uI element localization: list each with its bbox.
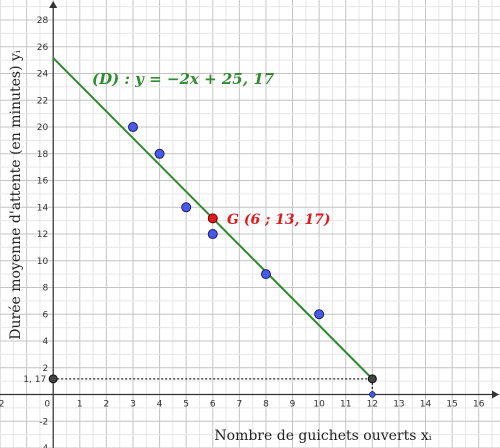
y-tick-label: 6 (42, 310, 48, 320)
tick-labels: -2012345678910111213141516-4-22468101214… (0, 16, 485, 448)
data-points (48, 122, 377, 398)
y-axis-arrow (49, 1, 58, 8)
data-point (181, 202, 192, 213)
y-tick-label: 22 (37, 96, 48, 106)
x-tick-label: -2 (0, 400, 4, 410)
line-end-point (367, 374, 377, 384)
x-tick-label: 0 (44, 400, 50, 410)
x-tick-label: 8 (263, 400, 269, 410)
x-axis-title: Nombre de guichets ouverts xᵢ (214, 428, 431, 444)
x-tick-label: 15 (446, 400, 457, 410)
x-axis-projection-point (369, 391, 376, 398)
x-tick-label: 9 (290, 400, 296, 410)
y-tick-label: 4 (42, 337, 48, 347)
y-tick-label: 24 (37, 70, 49, 80)
x-tick-label: 14 (420, 400, 432, 410)
y-tick-label: 16 (37, 177, 49, 187)
y-tick-label: 20 (37, 123, 49, 133)
intercept-y-label: 1, 17 (23, 375, 46, 385)
mean-point-label: G (6 ; 13, 17) (227, 212, 330, 228)
x-tick-label: 4 (157, 400, 163, 410)
data-point (127, 122, 138, 133)
x-tick-label: 3 (130, 400, 136, 410)
data-point (260, 269, 271, 280)
x-tick-label: 13 (393, 400, 404, 410)
regression-equation-label: (D) : y = −2x + 25, 17 (92, 70, 275, 88)
x-tick-label: 1 (77, 400, 83, 410)
x-axis-arrow (492, 390, 499, 399)
x-tick-label: 2 (104, 400, 110, 410)
x-tick-label: 16 (473, 400, 485, 410)
x-tick-label: 12 (367, 400, 378, 410)
y-tick-label: 12 (37, 230, 48, 240)
x-tick-label: 7 (236, 400, 242, 410)
data-point (154, 148, 165, 159)
y-tick-label: 2 (42, 364, 48, 374)
data-point (314, 309, 325, 320)
y-tick-label: 26 (37, 43, 49, 53)
y-tick-label: 8 (42, 284, 48, 294)
y-tick-label: 18 (37, 150, 49, 160)
intercept-guides: 1, 17 (23, 375, 373, 395)
mean-point-g (207, 213, 218, 224)
y-intercept-point (48, 374, 58, 384)
y-tick-label: 10 (37, 257, 49, 267)
x-tick-label: 11 (340, 400, 351, 410)
x-tick-label: 6 (210, 400, 216, 410)
x-tick-label: 10 (313, 400, 325, 410)
y-tick-label: 28 (37, 16, 49, 26)
y-tick-label: -4 (39, 444, 48, 448)
y-tick-label: -2 (39, 417, 48, 427)
x-tick-label: 5 (183, 400, 189, 410)
data-point (207, 229, 218, 240)
annotations: Nombre de guichets ouverts xᵢ Durée moyen… (8, 50, 432, 444)
y-axis-title: Durée moyenne d'attente (en minutes) yᵢ (8, 50, 24, 340)
y-tick-label: 14 (37, 203, 49, 213)
